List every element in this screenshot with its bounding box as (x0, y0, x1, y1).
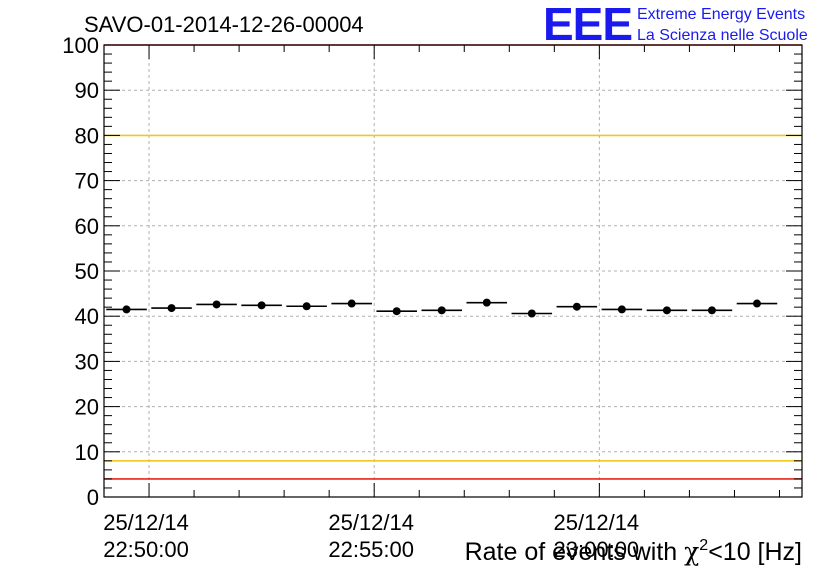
run-title: SAVO-01-2014-12-26-00004 (84, 12, 364, 37)
logo-line-1: Extreme Energy Events (637, 6, 805, 23)
data-point (257, 301, 266, 310)
y-tick-label: 80 (75, 123, 99, 148)
plot-frame (103, 44, 803, 498)
data-point (572, 302, 581, 311)
data-point (752, 299, 761, 308)
data-point (437, 306, 446, 315)
y-axis-title: Rate of events with χ2<10 [Hz] (465, 537, 802, 566)
x-tick-time: 22:55:00 (328, 537, 414, 562)
y-tick-label: 20 (75, 395, 99, 420)
y-tick-label: 30 (75, 349, 99, 374)
data-point (392, 307, 401, 316)
x-tick-date: 25/12/14 (103, 510, 189, 535)
x-tick-time: 22:50:00 (103, 537, 189, 562)
y-tick-labels: 0 10 20 30 40 50 60 70 80 90 100 (62, 33, 99, 510)
data-point (122, 305, 131, 314)
x-tick-date: 25/12/14 (554, 510, 640, 535)
x-tick-labels: 25/12/1422:50:0025/12/1422:55:0025/12/14… (103, 510, 639, 562)
data-point (482, 298, 491, 307)
y-tick-label: 100 (62, 33, 99, 58)
x-tick-date: 25/12/14 (328, 510, 414, 535)
data-point (347, 299, 356, 308)
logo-letters: EEE (543, 0, 632, 50)
logo-line-2: La Scienza nelle Scuole (637, 27, 808, 44)
data-point (167, 304, 176, 313)
data-point (662, 306, 671, 315)
data-point (707, 306, 716, 315)
y-tick-label: 40 (75, 304, 99, 329)
reference-lines (104, 44, 802, 480)
data-point (212, 300, 221, 309)
data-point (617, 305, 626, 314)
y-tick-label: 10 (75, 440, 99, 465)
y-tick-label: 0 (87, 485, 99, 510)
data-point (302, 302, 311, 311)
data-point (527, 309, 536, 318)
y-tick-label: 70 (75, 169, 99, 194)
eee-logo: EEE Extreme Energy Events La Scienza nel… (543, 0, 808, 50)
y-tick-label: 60 (75, 214, 99, 239)
y-tick-label: 90 (75, 78, 99, 103)
data-points (106, 298, 778, 318)
x-tick-time: 23:00:00 (554, 537, 640, 562)
y-tick-label: 50 (75, 259, 99, 284)
grid-lines (104, 45, 802, 497)
